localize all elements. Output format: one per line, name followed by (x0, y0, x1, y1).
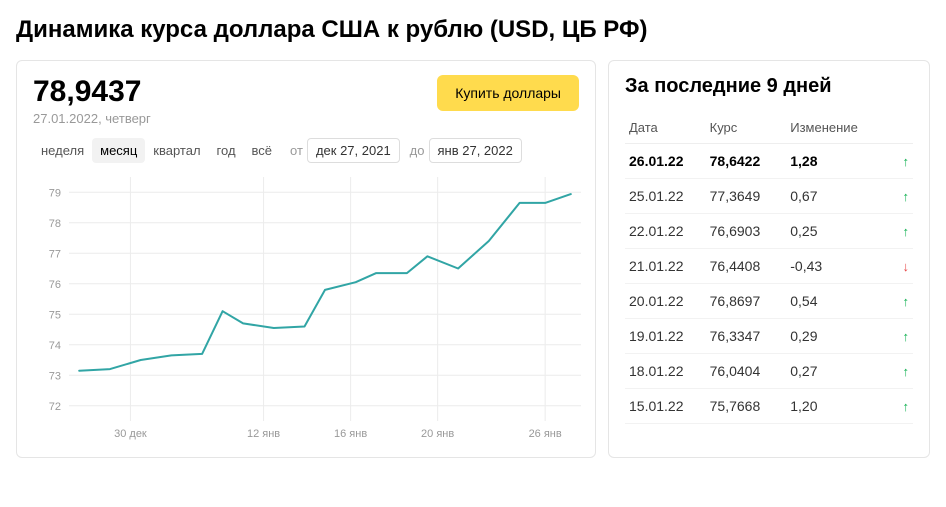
svg-text:75: 75 (49, 309, 61, 321)
svg-text:16 янв: 16 янв (334, 428, 367, 440)
page-title: Динамика курса доллара США к рублю (USD,… (16, 16, 930, 44)
svg-text:72: 72 (49, 401, 61, 413)
arrow-up-icon: ↑ (873, 284, 913, 319)
svg-text:26 янв: 26 янв (529, 428, 562, 440)
content: 78,9437 27.01.2022, четверг Купить долла… (16, 60, 930, 458)
table-row: 20.01.2276,86970,54↑ (625, 284, 913, 319)
table-row: 22.01.2276,69030,25↑ (625, 214, 913, 249)
buy-button[interactable]: Купить доллары (437, 75, 579, 111)
cell-date: 25.01.22 (625, 179, 706, 214)
cell-rate: 76,3347 (706, 319, 787, 354)
cell-rate: 75,7668 (706, 389, 787, 424)
history-panel: За последние 9 дней Дата Курс Изменение … (608, 60, 930, 458)
cell-rate: 78,6422 (706, 144, 787, 179)
cell-date: 19.01.22 (625, 319, 706, 354)
cell-date: 26.01.22 (625, 144, 706, 179)
period-tab-4[interactable]: всё (244, 138, 281, 163)
table-row: 18.01.2276,04040,27↑ (625, 354, 913, 389)
cell-rate: 76,4408 (706, 249, 787, 284)
period-tab-0[interactable]: неделя (33, 138, 92, 163)
cell-date: 18.01.22 (625, 354, 706, 389)
col-change: Изменение (786, 112, 913, 144)
svg-text:73: 73 (49, 370, 61, 382)
cell-change: 1,20 (786, 389, 872, 424)
date-to[interactable]: янв 27, 2022 (429, 138, 522, 163)
history-title: За последние 9 дней (625, 75, 913, 98)
to-label: до (410, 143, 425, 158)
arrow-down-icon: ↓ (873, 249, 913, 284)
svg-text:76: 76 (49, 279, 61, 291)
date-from[interactable]: дек 27, 2021 (307, 138, 400, 163)
cell-date: 15.01.22 (625, 389, 706, 424)
chart-svg: 72 73 74 75 76 77 78 79 30 дек 12 янв 16 янв 20 янв… (33, 169, 581, 449)
rate-block: 78,9437 27.01.2022, четверг (33, 75, 151, 126)
svg-text:20 янв: 20 янв (421, 428, 454, 440)
col-date: Дата (625, 112, 706, 144)
period-tab-1[interactable]: месяц (92, 138, 145, 163)
cell-change: 0,29 (786, 319, 872, 354)
svg-text:77: 77 (49, 248, 61, 260)
cell-change: 0,67 (786, 179, 872, 214)
svg-text:74: 74 (49, 340, 61, 352)
history-table: Дата Курс Изменение 26.01.2278,64221,28↑… (625, 112, 913, 424)
cell-date: 22.01.22 (625, 214, 706, 249)
cell-change: 0,54 (786, 284, 872, 319)
cell-change: 0,27 (786, 354, 872, 389)
period-tab-2[interactable]: квартал (145, 138, 208, 163)
table-row: 15.01.2275,76681,20↑ (625, 389, 913, 424)
arrow-up-icon: ↑ (873, 354, 913, 389)
arrow-up-icon: ↑ (873, 179, 913, 214)
cell-date: 21.01.22 (625, 249, 706, 284)
chart: 72 73 74 75 76 77 78 79 30 дек 12 янв 16 янв 20 янв… (33, 169, 579, 449)
table-row: 25.01.2277,36490,67↑ (625, 179, 913, 214)
col-rate: Курс (706, 112, 787, 144)
cell-change: -0,43 (786, 249, 872, 284)
controls-row: неделямесяцкварталгодвсё от дек 27, 2021… (33, 138, 579, 163)
rate-header: 78,9437 27.01.2022, четверг Купить долла… (33, 75, 579, 126)
cell-date: 20.01.22 (625, 284, 706, 319)
svg-text:12 янв: 12 янв (247, 428, 280, 440)
current-date: 27.01.2022, четверг (33, 111, 151, 126)
cell-change: 0,25 (786, 214, 872, 249)
arrow-up-icon: ↑ (873, 389, 913, 424)
chart-panel: 78,9437 27.01.2022, четверг Купить долла… (16, 60, 596, 458)
current-rate: 78,9437 (33, 75, 151, 109)
cell-rate: 76,6903 (706, 214, 787, 249)
table-row: 21.01.2276,4408-0,43↓ (625, 249, 913, 284)
svg-text:30 дек: 30 дек (114, 428, 147, 440)
svg-text:79: 79 (49, 187, 61, 199)
period-tab-3[interactable]: год (209, 138, 244, 163)
table-row: 26.01.2278,64221,28↑ (625, 144, 913, 179)
period-tabs: неделямесяцкварталгодвсё (33, 138, 280, 163)
cell-rate: 76,0404 (706, 354, 787, 389)
svg-text:78: 78 (49, 218, 61, 230)
arrow-up-icon: ↑ (873, 144, 913, 179)
arrow-up-icon: ↑ (873, 214, 913, 249)
cell-rate: 76,8697 (706, 284, 787, 319)
table-row: 19.01.2276,33470,29↑ (625, 319, 913, 354)
arrow-up-icon: ↑ (873, 319, 913, 354)
from-label: от (290, 143, 303, 158)
cell-change: 1,28 (786, 144, 872, 179)
cell-rate: 77,3649 (706, 179, 787, 214)
